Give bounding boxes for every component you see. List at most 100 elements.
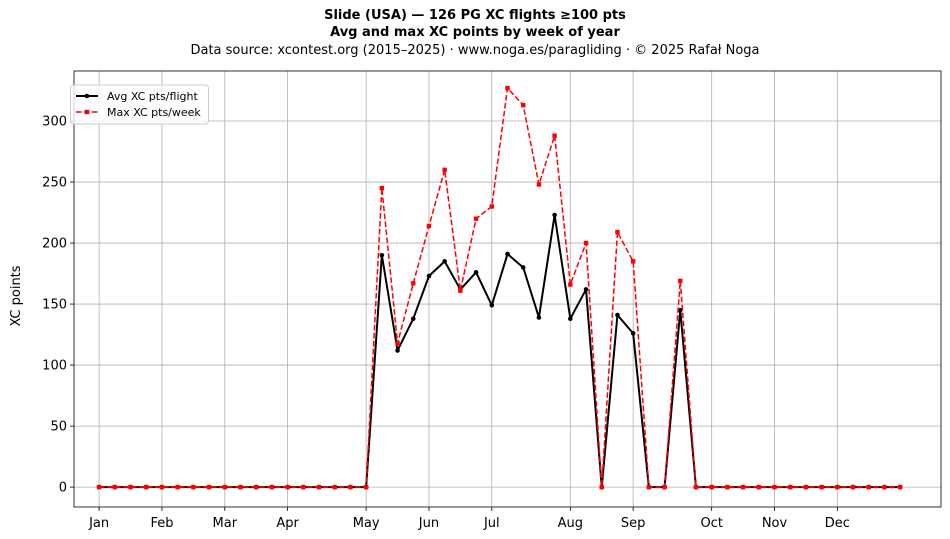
max-data-point — [882, 484, 887, 490]
x-tick-label: May — [353, 516, 380, 531]
max-data-point — [756, 484, 762, 490]
max-data-point — [238, 484, 243, 490]
avg-data-point — [489, 302, 495, 308]
legend: Avg XC pts/flight Max XC pts/week — [70, 84, 209, 125]
x-tick-label: Feb — [150, 516, 173, 531]
max-data-point — [866, 484, 871, 490]
max-data-point — [96, 484, 102, 490]
max-data-point — [709, 484, 714, 490]
max-data-point — [725, 484, 730, 490]
max-data-point — [521, 102, 526, 108]
avg-data-point — [536, 315, 542, 320]
max-data-point — [395, 340, 400, 346]
x-tick-label: Sep — [621, 516, 646, 531]
avg-data-point — [473, 270, 479, 275]
y-tick-label: 150 — [42, 298, 67, 313]
avg-data-point — [505, 251, 510, 257]
x-tick-label: Jun — [418, 516, 439, 531]
x-tick-label: Apr — [276, 516, 299, 531]
max-data-point — [897, 484, 903, 490]
avg-data-point — [552, 212, 557, 218]
max-data-point — [489, 204, 494, 209]
max-data-point — [693, 484, 699, 490]
avg-data-point — [379, 252, 385, 258]
max-data-point — [646, 484, 652, 490]
plot-frame — [73, 70, 942, 508]
max-data-point — [850, 484, 856, 490]
max-data-point — [316, 484, 322, 490]
max-data-point — [772, 484, 777, 490]
x-tick-label: Jul — [483, 516, 500, 531]
max-data-point — [458, 288, 463, 293]
x-tick-label: Nov — [762, 516, 788, 531]
max-data-point — [788, 484, 793, 490]
max-data-point — [112, 484, 118, 490]
avg-data-point — [677, 307, 683, 313]
max-data-point — [835, 484, 840, 490]
x-tick-label: Dec — [825, 516, 850, 531]
legend-marker — [84, 109, 90, 115]
avg-series-line — [99, 213, 901, 489]
max-series-line — [99, 87, 901, 488]
max-data-point — [269, 484, 275, 490]
max-data-point — [144, 484, 149, 490]
max-data-point — [253, 484, 259, 490]
max-data-point — [583, 240, 589, 246]
avg-data-point — [615, 312, 620, 318]
max-data-point — [678, 278, 683, 284]
avg-data-point — [426, 273, 432, 279]
x-tick-label: Oct — [700, 516, 722, 531]
max-data-point — [740, 484, 746, 490]
max-data-point — [552, 133, 557, 138]
avg-data-point — [395, 348, 400, 353]
chart-subtitle: Avg and max XC points by week of year — [330, 25, 620, 40]
max-data-point — [599, 484, 604, 490]
max-data-point — [473, 216, 479, 221]
y-tick-label: 250 — [42, 176, 67, 191]
x-tick-label: Aug — [558, 516, 583, 531]
avg-data-point — [583, 287, 589, 292]
y-tick-label: 300 — [42, 115, 67, 130]
avg-data-point — [410, 316, 416, 322]
y-tick-label: 200 — [42, 237, 67, 252]
chart-title: Slide (USA) — 126 PG XC flights ≥100 pts — [324, 8, 626, 23]
max-data-point — [128, 484, 133, 490]
max-data-point — [568, 282, 573, 287]
max-data-point — [285, 484, 290, 490]
chart-source: Data source: xcontest.org (2015–2025) · … — [190, 43, 760, 58]
max-data-point — [191, 484, 196, 490]
avg-data-point — [520, 265, 526, 270]
avg-data-point — [568, 316, 573, 322]
max-data-point — [426, 223, 432, 229]
max-data-point — [159, 484, 165, 490]
avg-data-point — [630, 331, 636, 336]
max-data-point — [363, 484, 369, 490]
max-data-point — [332, 484, 337, 490]
max-data-point — [379, 185, 385, 191]
legend-marker — [84, 93, 90, 99]
y-axis-label: XC points — [9, 265, 24, 326]
max-data-point — [348, 484, 353, 490]
max-data-point — [222, 484, 227, 490]
x-tick-label: Mar — [213, 516, 238, 531]
x-tick-label: Jan — [88, 516, 109, 531]
legend-box — [70, 84, 209, 125]
y-tick-label: 0 — [59, 481, 67, 496]
max-data-point — [662, 484, 667, 490]
max-data-point — [175, 484, 180, 490]
max-data-point — [819, 484, 824, 490]
legend-label: Max XC pts/week — [107, 106, 201, 119]
max-data-point — [615, 229, 620, 235]
avg-data-point — [442, 259, 447, 264]
max-data-point — [442, 167, 447, 173]
max-data-point — [301, 484, 306, 490]
max-data-point — [803, 484, 809, 490]
max-data-point — [411, 281, 416, 286]
max-data-point — [630, 259, 636, 264]
plot-area — [74, 71, 941, 507]
legend-label: Avg XC pts/flight — [107, 90, 198, 103]
max-data-point — [536, 182, 542, 187]
y-tick-label: 50 — [50, 420, 67, 435]
max-data-point — [206, 484, 212, 490]
